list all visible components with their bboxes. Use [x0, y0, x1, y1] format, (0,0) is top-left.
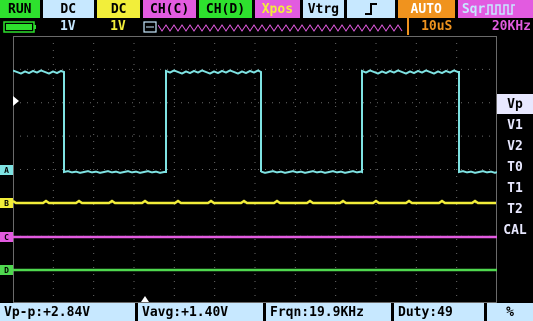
channel-c-button[interactable]: CH(C): [143, 0, 196, 18]
channel-d-button[interactable]: CH(D): [198, 0, 253, 18]
vpp-readout[interactable]: Vp-p:+2.84V: [0, 303, 135, 321]
run-indicator[interactable]: RUN: [0, 0, 40, 18]
measurement-bar: Vp-p:+2.84V Vavg:+1.40V Frqn:19.9KHz Dut…: [0, 303, 533, 321]
frequency-setting[interactable]: 20KHz: [491, 19, 531, 34]
channel-a-coupling[interactable]: DC: [42, 0, 94, 18]
xpos-button[interactable]: Xpos: [255, 0, 300, 18]
battery-icon: [2, 20, 36, 33]
trigger-mode-button[interactable]: AUTO: [397, 0, 455, 18]
rising-edge-icon: [364, 3, 377, 15]
scope-grid: [12, 36, 498, 303]
waveform-display[interactable]: [12, 36, 498, 303]
square-output-button[interactable]: Sqr: [457, 0, 533, 18]
menu-item-v1[interactable]: V1: [507, 117, 523, 133]
trigger-position-icon: [143, 20, 157, 33]
timebase-value[interactable]: 10uS: [407, 18, 464, 35]
memory-overview-bar: [158, 18, 404, 35]
trigger-edge-button[interactable]: [347, 0, 395, 18]
channel-c-marker[interactable]: C: [0, 232, 13, 242]
channel-a-marker-label: A: [4, 165, 9, 175]
time-position-marker: [141, 296, 149, 302]
channel-d-marker-label: D: [4, 265, 9, 275]
menu-item-vp[interactable]: Vp: [497, 94, 533, 114]
frequency-readout[interactable]: Frqn:19.9KHz: [266, 303, 391, 321]
settings-bar: 1V 1V 10uS 20KHz: [0, 18, 533, 35]
channel-b-marker[interactable]: B: [0, 198, 13, 208]
memory-waveform-icon: [158, 23, 403, 32]
channel-a-trace: [12, 69, 498, 174]
channel-a-marker[interactable]: A: [0, 165, 13, 175]
trigger-level-marker: [13, 96, 19, 106]
menu-item-t2[interactable]: T2: [507, 201, 523, 217]
measurement-menu: Vp V1 V2 T0 T1 T2 CAL: [497, 94, 533, 241]
channel-b-coupling[interactable]: DC: [96, 0, 141, 18]
channel-b-marker-label: B: [4, 198, 9, 208]
menu-item-v2[interactable]: V2: [507, 138, 523, 154]
battery-indicator: [0, 18, 39, 35]
menu-item-t0[interactable]: T0: [507, 159, 523, 175]
duty-readout[interactable]: Duty:49: [394, 303, 484, 321]
channel-b-scale[interactable]: 1V: [110, 19, 126, 34]
channel-a-scale[interactable]: 1V: [59, 19, 76, 34]
vtrg-button[interactable]: Vtrg: [302, 0, 345, 18]
channel-b-trace: [12, 199, 496, 205]
menu-item-t1[interactable]: T1: [507, 180, 523, 196]
channel-d-marker[interactable]: D: [0, 265, 13, 275]
menu-item-cal[interactable]: CAL: [503, 222, 527, 238]
vavg-readout[interactable]: Vavg:+1.40V: [138, 303, 263, 321]
trigger-position-indicator: [143, 18, 159, 35]
square-wave-icon: [485, 4, 516, 15]
duty-unit: %: [487, 303, 533, 321]
top-status-bar: RUN DC DC CH(C) CH(D) Xpos Vtrg AUTO Sqr: [0, 0, 533, 18]
channel-c-marker-label: C: [4, 232, 9, 242]
square-output-label: Sqr: [461, 1, 486, 17]
